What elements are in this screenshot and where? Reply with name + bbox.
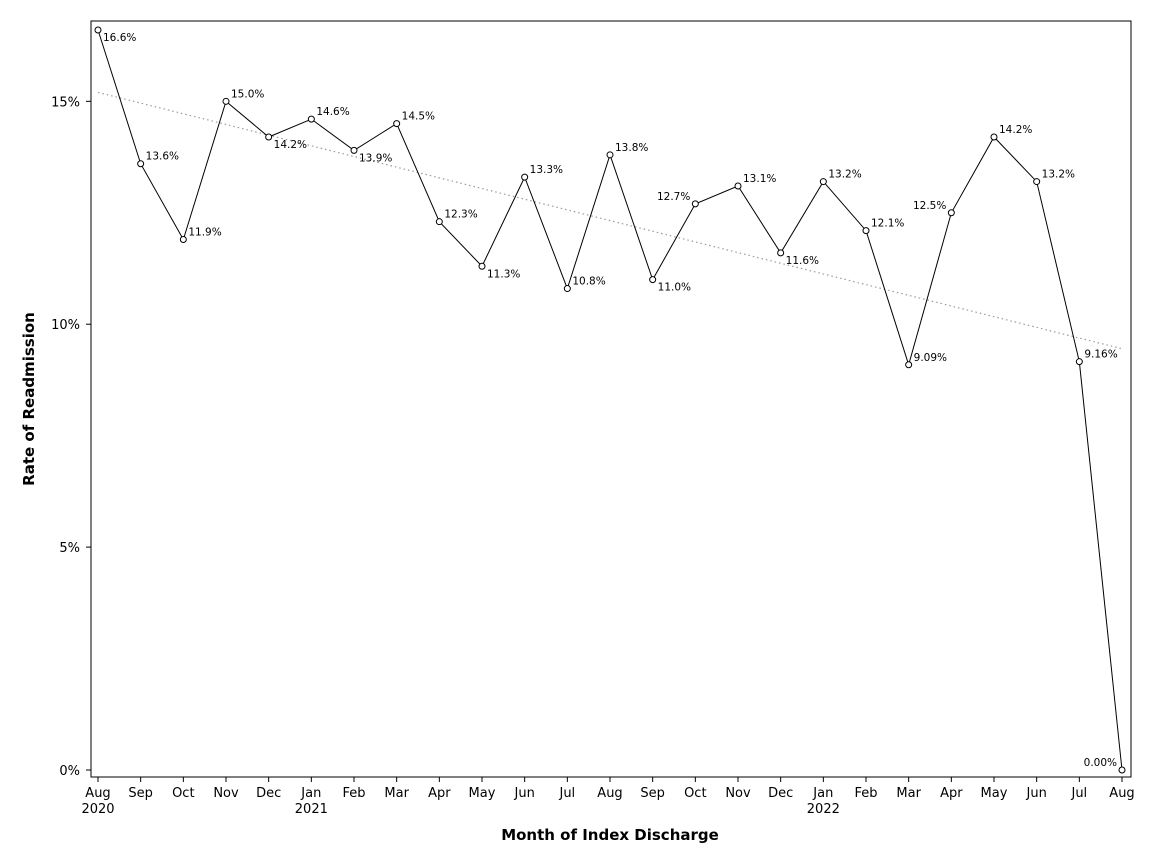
series-line xyxy=(97,29,1123,771)
data-label-14: 12.7% xyxy=(657,191,690,203)
data-label-23: 9.16% xyxy=(1084,349,1117,361)
x-tick-label-6: Feb xyxy=(342,786,365,801)
data-point-3 xyxy=(222,97,230,105)
data-label-9: 11.3% xyxy=(487,268,520,280)
data-label-22: 13.2% xyxy=(1042,169,1075,181)
x-tick-label-11: Jul xyxy=(558,786,575,801)
x-tick-label-1: Sep xyxy=(128,786,153,801)
x-tick-label-10: Jun xyxy=(514,786,535,801)
data-point-14 xyxy=(691,200,699,208)
data-label-0: 16.6% xyxy=(103,32,136,44)
y-tick-label-0: 0% xyxy=(59,764,80,779)
data-point-1 xyxy=(137,160,145,168)
x-tick-label-21: May xyxy=(981,786,1008,801)
data-label-8: 12.3% xyxy=(444,209,477,221)
x-tick-label-22: Jun xyxy=(1026,786,1047,801)
data-label-11: 10.8% xyxy=(572,276,605,288)
x-tick-label-0: Aug xyxy=(85,786,110,801)
x-tick-label-8: Apr xyxy=(428,786,451,801)
y-tick-label-1: 5% xyxy=(59,541,80,556)
data-point-22 xyxy=(1033,178,1041,186)
data-label-20: 12.5% xyxy=(913,200,946,212)
x-tick-label-19: Mar xyxy=(896,786,921,801)
y-axis: 0% 5% 10% 15% xyxy=(51,95,91,779)
x-tick-label-3: Nov xyxy=(213,786,239,801)
data-label-3: 15.0% xyxy=(231,88,264,100)
data-point-15 xyxy=(734,182,742,190)
data-label-2: 11.9% xyxy=(188,227,221,239)
x-year-label-0: 2020 xyxy=(81,802,114,817)
x-axis-title: Month of Index Discharge xyxy=(501,826,719,844)
x-tick-label-7: Mar xyxy=(384,786,409,801)
data-point-10 xyxy=(521,173,529,181)
data-label-10: 13.3% xyxy=(530,164,563,176)
data-point-0 xyxy=(94,26,102,34)
y-tick-label-2: 10% xyxy=(51,318,80,333)
x-tick-label-5: Jan xyxy=(300,786,321,801)
data-point-9 xyxy=(478,262,486,270)
x-axis: Aug Sep Oct Nov Dec Jan Feb Mar Apr May Jun Jul Aug S… xyxy=(81,777,1135,817)
data-point-21 xyxy=(990,133,998,141)
data-label-5: 14.6% xyxy=(316,106,349,118)
data-point-2 xyxy=(179,236,187,244)
trend-line xyxy=(97,91,1123,350)
plot-frame xyxy=(90,20,1132,778)
data-label-13: 11.0% xyxy=(658,282,691,294)
data-point-19 xyxy=(905,361,913,369)
data-point-5 xyxy=(307,115,315,123)
x-year-label-2: 2022 xyxy=(807,802,840,817)
x-tick-label-20: Apr xyxy=(940,786,963,801)
x-tick-label-24: Aug xyxy=(1109,786,1134,801)
data-label-6: 13.9% xyxy=(359,152,392,164)
data-label-16: 11.6% xyxy=(786,255,819,267)
x-tick-label-23: Jul xyxy=(1070,786,1087,801)
data-label-21: 14.2% xyxy=(999,124,1032,136)
data-point-16 xyxy=(777,249,785,257)
x-tick-label-13: Sep xyxy=(640,786,665,801)
data-points xyxy=(94,26,1126,774)
data-label-7: 14.5% xyxy=(402,111,435,123)
data-point-12 xyxy=(606,151,614,159)
data-point-24 xyxy=(1118,766,1126,774)
x-year-label-1: 2021 xyxy=(295,802,328,817)
data-point-23 xyxy=(1075,358,1083,366)
data-label-4: 14.2% xyxy=(274,139,307,151)
data-point-8 xyxy=(435,218,443,226)
data-label-1: 13.6% xyxy=(146,151,179,163)
x-tick-label-4: Dec xyxy=(256,786,281,801)
x-tick-label-18: Feb xyxy=(854,786,877,801)
x-tick-label-16: Dec xyxy=(768,786,793,801)
data-point-13 xyxy=(649,276,657,284)
y-tick-label-3: 15% xyxy=(51,95,80,110)
data-label-15: 13.1% xyxy=(743,173,776,185)
x-tick-label-14: Oct xyxy=(684,786,706,801)
data-label-12: 13.8% xyxy=(615,142,648,154)
data-point-20 xyxy=(947,209,955,217)
data-label-17: 13.2% xyxy=(828,169,861,181)
data-label-19: 9.09% xyxy=(914,352,947,364)
y-axis-title: Rate of Readmission xyxy=(20,312,38,486)
data-label-24: 0.00% xyxy=(1084,757,1117,769)
data-point-6 xyxy=(350,146,358,154)
data-point-11 xyxy=(563,285,571,293)
x-tick-label-12: Aug xyxy=(597,786,622,801)
data-point-7 xyxy=(393,120,401,128)
data-point-17 xyxy=(819,178,827,186)
data-label-18: 12.1% xyxy=(871,218,904,230)
data-labels: 16.6% 13.6% 11.9% 15.0% 14.2% 14.6% 13.9% 14.5%… xyxy=(103,32,1118,769)
x-tick-label-15: Nov xyxy=(725,786,751,801)
x-tick-label-2: Oct xyxy=(172,786,194,801)
x-tick-label-17: Jan xyxy=(812,786,833,801)
data-point-4 xyxy=(265,133,273,141)
data-point-18 xyxy=(862,227,870,235)
x-tick-label-9: May xyxy=(469,786,496,801)
